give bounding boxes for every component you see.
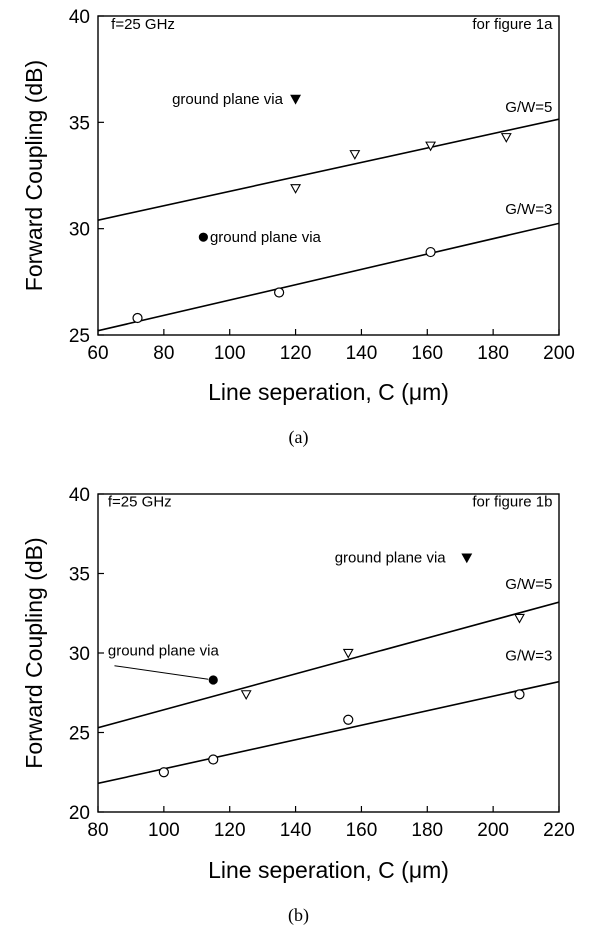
y-tick-label: 20	[69, 803, 90, 824]
y-axis-title: Forward Coupling (dB)	[21, 60, 47, 291]
x-tick-label: 120	[214, 820, 246, 841]
x-tick-label: 120	[280, 343, 312, 364]
annotation-via5: ground plane via	[172, 91, 284, 108]
annotation-freq: f=25 GHz	[111, 16, 175, 33]
y-tick-label: 25	[69, 326, 90, 347]
data-point-triangle	[290, 184, 302, 194]
x-tick-label: 160	[411, 343, 443, 364]
annotation-gw3: G/W=3	[505, 201, 552, 218]
data-point-circle	[514, 689, 525, 700]
data-point-triangle	[425, 141, 437, 152]
fit-line	[98, 222, 559, 332]
y-tick-label: 30	[69, 220, 90, 241]
x-tick-label: 80	[153, 343, 174, 364]
y-tick-label: 30	[69, 644, 90, 665]
data-point-circle	[158, 767, 169, 778]
annotation-via_top: ground plane via	[335, 550, 447, 567]
x-tick-label: 140	[346, 343, 378, 364]
data-point-circle	[274, 287, 285, 298]
annotation-leader-line	[114, 665, 209, 680]
annotation-via_left: ground plane via	[108, 642, 220, 659]
data-point-circle	[132, 312, 143, 324]
x-tick-label: 180	[411, 820, 443, 841]
x-tick-label: 160	[346, 820, 378, 841]
data-point-triangle	[500, 133, 512, 143]
figure-caption: (a)	[289, 427, 309, 448]
x-tick-label: 100	[148, 820, 180, 841]
fit-line	[98, 680, 559, 785]
x-tick-label: 220	[543, 820, 575, 841]
data-point-circle	[425, 246, 436, 258]
annotation-gw5: G/W=5	[505, 576, 552, 593]
data-point-triangle	[514, 613, 525, 624]
x-axis-title: Line seperation, C (μm)	[208, 379, 449, 405]
data-point-circle	[208, 754, 219, 765]
plot-frame	[97, 15, 560, 336]
fit-line	[98, 601, 559, 729]
data-point-triangle	[349, 150, 361, 160]
y-tick-label: 40	[69, 485, 90, 506]
y-tick-label: 40	[69, 7, 90, 28]
y-tick-label: 35	[69, 113, 90, 134]
x-axis-title: Line seperation, C (μm)	[208, 857, 449, 883]
data-point-circle	[343, 714, 354, 725]
annotation-fig: for figure 1b	[472, 494, 552, 511]
annotation-gw3: G/W=3	[505, 648, 552, 665]
chart-panel-b: 80 100 120 140 160 180 200 220 20 25 30 35 40 Line se…	[21, 485, 575, 926]
annotation-via3: ground plane via	[210, 229, 322, 246]
x-tick-label: 60	[87, 343, 108, 364]
chart-panel-a: 60 80 100 120 140 160 180 200 25 30 35 40 Line seper…	[21, 7, 575, 448]
via-point-triangle	[290, 94, 302, 105]
x-tick-label: 180	[477, 343, 509, 364]
x-tick-label: 80	[87, 820, 108, 841]
annotation-fig: for figure 1a	[472, 16, 553, 33]
fit-line	[98, 118, 559, 221]
annotation-gw5: G/W=5	[505, 99, 552, 116]
y-tick-label: 25	[69, 724, 90, 745]
x-tick-label: 200	[477, 820, 509, 841]
x-tick-label: 140	[280, 820, 312, 841]
annotation-freq: f=25 GHz	[108, 494, 172, 511]
via-point-circle	[198, 232, 208, 242]
via-point-circle	[208, 675, 218, 685]
y-axis-title: Forward Coupling (dB)	[21, 537, 47, 768]
via-point-triangle	[461, 553, 473, 564]
data-point-triangle	[240, 690, 252, 700]
figure-caption: (b)	[288, 905, 309, 926]
x-tick-label: 200	[543, 343, 575, 364]
data-point-triangle	[342, 648, 354, 659]
y-tick-label: 35	[69, 565, 90, 586]
x-tick-label: 100	[214, 343, 246, 364]
